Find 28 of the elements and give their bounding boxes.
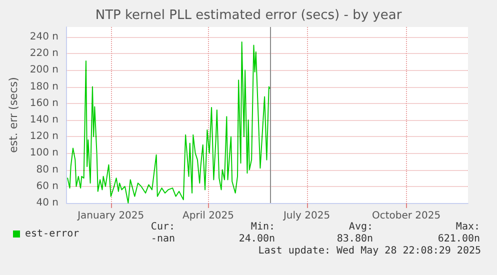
x-tick-label: October 2025 [372, 210, 441, 222]
chart-title: NTP kernel PLL estimated error (secs) - by year [95, 8, 402, 23]
x-tick-label: July 2025 [282, 210, 330, 222]
text: Cur: [150, 222, 176, 232]
text: Avg: [348, 222, 374, 232]
legend-label: est-error [25, 228, 80, 240]
y-tick-label: 80 n [36, 164, 59, 176]
text: -nan [150, 234, 176, 244]
y-axis-title: est. err (secs) [7, 77, 20, 153]
text: 24.00n [238, 234, 275, 244]
y-tick-label: 120 n [30, 131, 59, 142]
text: 83.80n [336, 234, 373, 244]
line-series [67, 41, 270, 204]
y-tick-label: 200 n [30, 64, 59, 76]
y-tick-label: 220 n [30, 48, 59, 60]
text: Last update: Wed May 28 22:08:29 2025 [258, 246, 482, 256]
y-tick-label: 100 n [30, 148, 59, 159]
y-tick-label: 240 n [30, 31, 59, 42]
text: Max: [456, 222, 480, 232]
y-tick-label: 180 n [30, 81, 59, 92]
y-tick-label: 60 n [36, 180, 59, 192]
x-tick-label: April 2025 [182, 210, 234, 222]
x-tick-label: January 2025 [76, 210, 144, 222]
text: Min: [250, 222, 276, 232]
y-tick-label: 140 n [30, 114, 59, 126]
y-tick-label: 40 n [36, 198, 59, 208]
y-tick-label: 160 n [30, 98, 59, 109]
text: 621.00n [438, 234, 480, 244]
